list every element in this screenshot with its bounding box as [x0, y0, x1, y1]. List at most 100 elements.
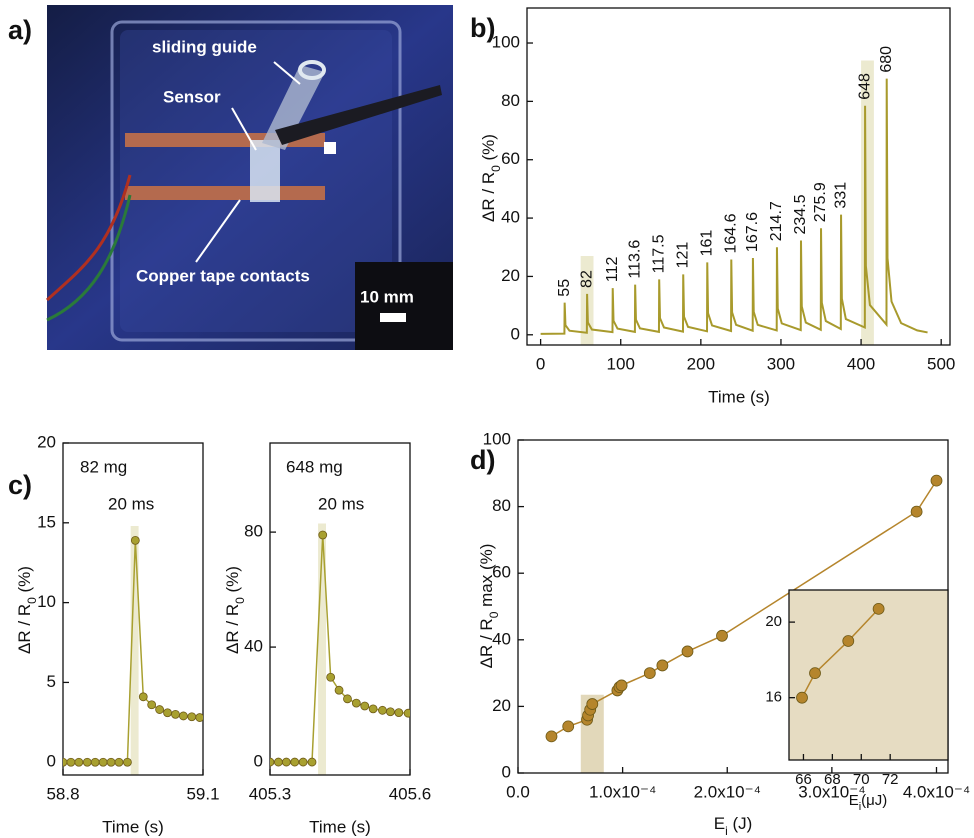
y-tick-label: 5 [47, 672, 56, 691]
x-axis-label: Ei(μJ) [849, 792, 888, 813]
data-point [66, 757, 76, 767]
x-tick-label: 400 [847, 354, 875, 373]
y-tick-label: 40 [501, 208, 520, 227]
label-part: i [725, 824, 728, 838]
label-part: ΔR / R [15, 604, 34, 654]
y-tick-label: 80 [244, 522, 263, 541]
y-tick-label: 40 [492, 629, 511, 648]
y-tick-label: 80 [492, 496, 511, 515]
highlight [318, 523, 326, 775]
series [63, 535, 203, 767]
label-part: 0 [25, 597, 39, 604]
y-tick-label: 20 [501, 266, 520, 285]
x-tick-label: 100 [607, 354, 635, 373]
label-part: ΔR / R [479, 172, 498, 222]
data-point [378, 705, 387, 715]
peak-label: 117.5 [650, 234, 667, 273]
highlight [130, 526, 139, 775]
data-point [796, 691, 808, 704]
peak-label: 121 [674, 242, 691, 269]
data-point [74, 757, 84, 767]
data-point [123, 757, 132, 767]
highlight [861, 60, 874, 346]
data-point [385, 707, 395, 717]
tweezers [275, 85, 442, 145]
x-tick-label: 500 [927, 354, 955, 373]
data-point [273, 757, 283, 767]
x-tick-label: 300 [767, 354, 795, 373]
acrylic-plate [110, 20, 402, 342]
data-point [281, 757, 291, 767]
data-point [809, 667, 821, 680]
label-part: 0 [487, 611, 501, 618]
x-tick-label: 405.3 [249, 784, 292, 803]
wire [46, 194, 132, 322]
x-tick-label: 66 [795, 771, 812, 788]
y-tick-label: 40 [244, 637, 263, 656]
y-tick-label: 80 [501, 91, 520, 110]
y-tick-label: 10 [37, 592, 56, 611]
y-tick-label: 20 [765, 613, 782, 630]
photo-label: 10 mm [360, 287, 414, 306]
series [545, 474, 943, 743]
data-point [326, 672, 336, 682]
data-point [334, 685, 344, 695]
panel-label: c) [8, 470, 32, 500]
y-axis-label: ΔR / R0 (%) [479, 134, 503, 222]
data-point [562, 720, 575, 733]
series [796, 602, 885, 704]
label-part: E [714, 814, 725, 833]
y-axis-label: ΔR / R0 max (%) [477, 544, 501, 669]
x-tick-label: 4.0x10⁻⁴ [903, 782, 970, 801]
pointer [273, 61, 301, 85]
photo-label: Sensor [163, 87, 221, 106]
peak-label: 275.9 [812, 182, 829, 222]
data-point [716, 629, 728, 642]
data-point [163, 708, 172, 718]
data-point [298, 757, 308, 767]
data-point [360, 701, 370, 711]
y-tick-label: 100 [492, 32, 520, 51]
data-point [82, 757, 92, 767]
y-tick-label: 60 [492, 563, 511, 582]
data-point [290, 757, 300, 767]
peak-label: 164.6 [723, 213, 740, 253]
label-part: (%) [223, 566, 242, 597]
annotation: 20 ms [108, 494, 154, 513]
plot-frame [526, 7, 951, 346]
data-point [403, 708, 410, 718]
label-part: 0 [233, 597, 247, 604]
x-tick-label: 3.0x10⁻⁴ [798, 782, 865, 801]
data-point [187, 712, 197, 722]
series [540, 78, 928, 335]
data-point [90, 757, 100, 767]
data-point [681, 645, 694, 658]
peak-label: 82 [578, 270, 595, 288]
data-point [114, 757, 124, 767]
data-point [930, 474, 943, 487]
plot-frame [269, 442, 411, 776]
x-tick-label: 2.0x10⁻⁴ [694, 782, 761, 801]
pointer [195, 199, 241, 263]
data-point [643, 667, 656, 679]
x-tick-label: 1.0x10⁻⁴ [589, 782, 656, 801]
peak-label: 234.5 [792, 194, 809, 234]
data-point [394, 708, 404, 718]
label-part: E [849, 792, 859, 809]
data-point [171, 709, 180, 719]
guide-end [298, 60, 326, 80]
y-tick-label: 0 [47, 752, 56, 771]
data-point [155, 705, 165, 714]
label-part: ΔR / R [477, 618, 496, 668]
x-tick-label: 0 [536, 354, 545, 373]
annotation: 648 mg [286, 457, 343, 476]
data-point [98, 757, 108, 767]
panel-label: b) [470, 13, 495, 43]
label-part: (%) [479, 134, 498, 165]
data-point [910, 505, 923, 518]
x-axis-label: Time (s) [102, 817, 164, 836]
x-tick-label: 68 [824, 771, 841, 788]
data-line [270, 534, 409, 763]
x-axis-label: Time (s) [309, 817, 371, 836]
data-point [351, 698, 361, 708]
